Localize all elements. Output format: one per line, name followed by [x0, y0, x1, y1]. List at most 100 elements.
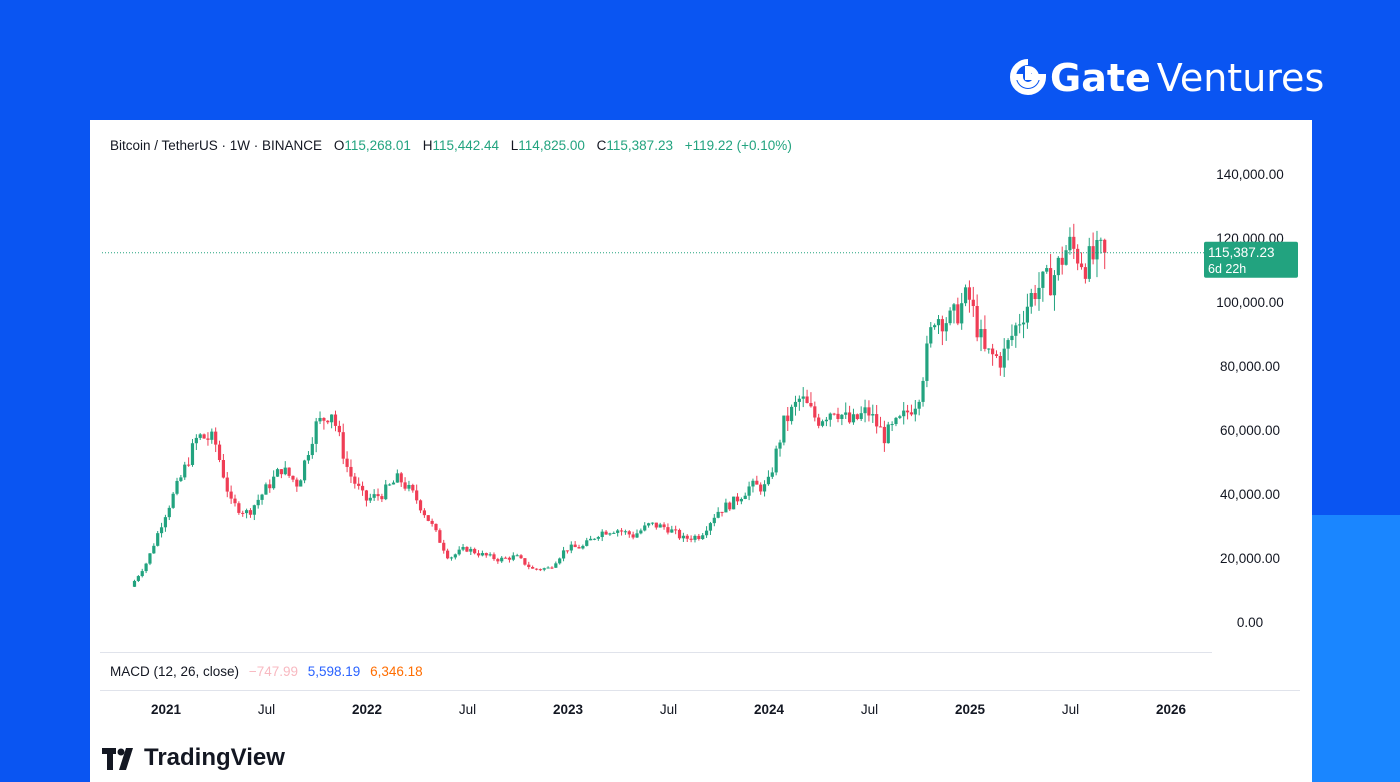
last-price-value: 115,387.23	[1208, 245, 1275, 260]
candle-down	[376, 494, 380, 497]
candle-up	[774, 448, 778, 473]
candle-down	[438, 530, 442, 543]
candle-up	[840, 414, 844, 419]
candle-down	[998, 355, 1002, 368]
close-value: 115,387.23	[606, 138, 673, 153]
candle-up	[646, 523, 651, 526]
candle-down	[333, 414, 338, 426]
candle-down	[720, 511, 724, 513]
x-tick-label: 2025	[955, 702, 986, 717]
candle-up	[960, 303, 964, 324]
candle-down	[994, 354, 999, 356]
candle-down	[1079, 263, 1084, 268]
candle-down	[971, 299, 975, 307]
candle-up	[244, 510, 249, 514]
candle-up	[264, 484, 268, 495]
candle-up	[163, 517, 168, 528]
x-tick-label: 2026	[1156, 702, 1187, 717]
candle-down	[967, 287, 972, 300]
candle-down	[654, 522, 658, 528]
candle-down	[225, 477, 229, 492]
candle-down	[492, 554, 496, 560]
candle-up	[1056, 257, 1060, 276]
candle-up	[1052, 275, 1057, 296]
candle-down	[430, 520, 434, 524]
candle-down	[221, 460, 226, 478]
candle-up	[272, 476, 276, 489]
candle-up	[1029, 292, 1033, 307]
time-axis-separator	[100, 690, 1300, 691]
candle-down	[507, 557, 512, 560]
candle-up	[681, 535, 685, 539]
x-tick-label: Jul	[258, 702, 275, 717]
candle-up	[801, 396, 805, 399]
candle-down	[573, 544, 577, 548]
candle-up	[299, 480, 303, 487]
candle-up	[500, 557, 504, 562]
candle-up	[933, 325, 937, 328]
candle-up	[639, 530, 643, 534]
candle-up	[820, 421, 825, 426]
candle-down	[445, 550, 450, 559]
y-tick-label: 80,000.00	[1220, 359, 1280, 374]
countdown-value: 6d 22h	[1208, 262, 1246, 276]
x-tick-label: Jul	[660, 702, 677, 717]
y-tick-label: 40,000.00	[1220, 487, 1280, 502]
candle-up	[913, 408, 917, 415]
candle-up	[917, 401, 921, 409]
candle-down	[337, 425, 341, 433]
candle-down	[217, 444, 222, 461]
candle-down	[519, 555, 523, 559]
candle-up	[132, 580, 137, 587]
gate-logo-icon	[1010, 59, 1046, 95]
candle-up	[1021, 322, 1026, 325]
macd-histogram-value: −747.99	[248, 664, 298, 679]
brand-ventures-text: Ventures	[1156, 56, 1325, 100]
candle-up	[716, 511, 720, 518]
candle-up	[871, 414, 875, 416]
candle-up	[635, 533, 639, 538]
candle-down	[674, 529, 678, 531]
candle-down	[677, 529, 682, 539]
y-tick-label: 60,000.00	[1220, 423, 1280, 438]
x-tick-label: 2022	[352, 702, 382, 717]
candle-up	[256, 499, 260, 506]
candle-down	[233, 498, 237, 504]
candle-down	[666, 527, 670, 533]
candle-down	[214, 431, 218, 445]
candle-up	[944, 323, 948, 332]
ohlc-legend: Bitcoin / TetherUS · 1W · BINANCE O115,2…	[110, 138, 792, 153]
candle-up	[863, 407, 867, 414]
candle-down	[187, 464, 191, 466]
candle-down	[202, 434, 206, 439]
candle-up	[148, 553, 152, 564]
y-tick-label: 20,000.00	[1220, 551, 1280, 566]
candle-up	[152, 545, 156, 554]
candle-up	[252, 505, 256, 515]
candle-down	[360, 485, 365, 491]
candle-down	[817, 417, 821, 426]
candle-down	[697, 535, 701, 540]
candle-down	[465, 546, 469, 552]
candle-down	[426, 515, 430, 521]
candle-down	[1048, 268, 1053, 296]
candle-up	[480, 553, 484, 556]
candle-down	[415, 490, 419, 501]
candle-down	[631, 534, 635, 538]
tradingview-logo: TradingView	[102, 744, 285, 774]
candle-down	[550, 567, 554, 569]
x-tick-label: 2023	[553, 702, 584, 717]
macd-legend: MACD (12, 26, close) −747.99 5,598.19 6,…	[110, 664, 423, 679]
candle-up	[569, 544, 573, 551]
candle-up	[275, 469, 280, 477]
candle-up	[596, 537, 600, 539]
candle-up	[770, 472, 774, 477]
candle-down	[805, 396, 809, 403]
candle-up	[171, 493, 175, 508]
low-label: L	[510, 138, 519, 153]
candle-down	[1083, 267, 1087, 279]
candle-up	[948, 310, 952, 324]
candle-down	[565, 550, 570, 552]
price-chart[interactable]: 140,000.00120,000.00100,000.0080,000.006…	[90, 120, 1312, 782]
tradingview-text: TradingView	[144, 744, 285, 771]
